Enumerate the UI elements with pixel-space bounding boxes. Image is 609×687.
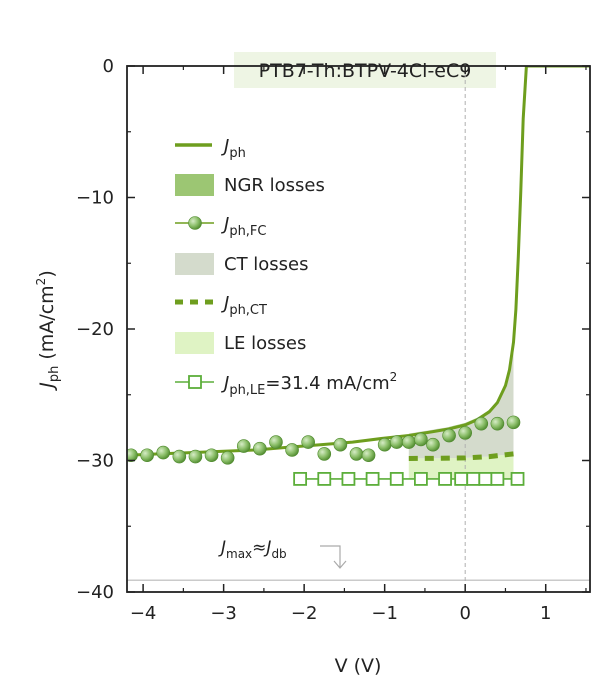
jph-le-marker xyxy=(490,472,505,486)
legend-label-jph: Jph xyxy=(221,136,246,161)
legend-swatch-le-marker xyxy=(188,375,202,389)
y-tick-label: −10 xyxy=(76,188,114,209)
jph-le-marker xyxy=(389,472,404,486)
jph-fc-marker xyxy=(236,439,251,453)
jph-fc-marker xyxy=(220,451,235,465)
chart-title: PTB7-Th:BTPV-4Cl-eC9 xyxy=(259,60,472,82)
y-tick-label: −40 xyxy=(76,582,114,603)
x-tick-label: −3 xyxy=(210,603,237,624)
jmax-annotation: Jmax≈Jdb xyxy=(218,538,347,569)
svg-text:Jmax≈Jdb: Jmax≈Jdb xyxy=(218,538,287,561)
jph-fc-marker xyxy=(377,437,392,452)
legend-item-jph_ct: Jph,CT xyxy=(175,293,267,318)
x-tick-label: −4 xyxy=(130,603,157,624)
legend-label-ct: CT losses xyxy=(224,254,309,275)
jph-fc-marker xyxy=(333,437,348,452)
y-tick-label: 0 xyxy=(103,56,114,77)
legend-label-jph_ct: Jph,CT xyxy=(221,293,267,318)
jph-fc-marker xyxy=(301,435,315,449)
x-axis-label: V (V) xyxy=(335,655,382,677)
jph-le-marker xyxy=(466,472,481,486)
jph-fc-marker xyxy=(188,449,203,464)
jph-fc-marker xyxy=(269,435,283,449)
legend-label-ngr: NGR losses xyxy=(224,175,325,196)
jph-fc-marker xyxy=(402,435,416,449)
jph-fc-marker xyxy=(317,447,332,461)
jph-fc-marker xyxy=(490,416,505,431)
jph-fc-marker xyxy=(253,441,267,456)
jph-le-marker xyxy=(414,472,428,486)
jph-fc-marker xyxy=(204,448,219,463)
legend-swatch-ct xyxy=(175,253,214,275)
jph-ct-line xyxy=(408,451,514,461)
jph-fc-marker xyxy=(127,448,138,463)
jph-fc-marker xyxy=(426,437,440,452)
jph-le-marker xyxy=(510,472,525,486)
x-tick-label: −1 xyxy=(371,603,398,624)
jph-fc-marker xyxy=(156,445,171,460)
legend-item-le: LE losses xyxy=(175,332,306,354)
jph-fc-marker xyxy=(458,426,472,440)
legend-label-le: LE losses xyxy=(224,333,306,354)
legend-item-jph_le: Jph,LE=31.4 mA/cm2 xyxy=(175,370,397,398)
jph-le-marker xyxy=(365,472,380,486)
legend-label-jph_le: Jph,LE=31.4 mA/cm2 xyxy=(221,370,397,398)
legend-item-ct: CT losses xyxy=(175,253,309,275)
jph-fc-marker xyxy=(349,447,364,461)
jph-fc-marker xyxy=(442,428,456,443)
x-tick-label: −2 xyxy=(291,603,318,624)
jph-le-marker xyxy=(317,472,332,486)
y-tick-label: −30 xyxy=(76,451,114,472)
legend-item-ngr: NGR losses xyxy=(175,174,325,196)
jph-fc-marker xyxy=(285,443,299,457)
jph-le-marker xyxy=(293,472,308,486)
legend-swatch-fc-marker xyxy=(188,216,202,230)
title-box: PTB7-Th:BTPV-4Cl-eC9 xyxy=(234,52,496,88)
jph-fc-marker xyxy=(361,448,376,463)
jph-fc-marker xyxy=(389,435,404,449)
jph-fc-marker xyxy=(506,415,521,430)
jph-fc-marker xyxy=(140,448,154,463)
jph-le-marker xyxy=(454,472,469,486)
x-tick-label: 1 xyxy=(540,603,551,624)
legend-item-jph: Jph xyxy=(175,136,246,161)
legend-swatch-ngr xyxy=(175,174,214,196)
jph-fc-marker xyxy=(172,449,187,464)
y-axis-label: Jph (mA/cm2) xyxy=(34,270,62,392)
jph-le-marker xyxy=(341,472,356,486)
legend-swatch-le xyxy=(175,332,214,354)
x-tick-label: 0 xyxy=(459,603,470,624)
ct-loss-area xyxy=(408,340,514,459)
jph-fc-marker xyxy=(474,416,489,431)
jph-le-marker xyxy=(438,472,452,486)
annotation-arrow-icon xyxy=(320,545,347,569)
legend-item-jph_fc: Jph,FC xyxy=(175,214,267,239)
jph-fc-marker xyxy=(414,432,428,447)
legend-label-jph_fc: Jph,FC xyxy=(221,214,267,239)
y-tick-label: −20 xyxy=(76,319,114,340)
jph-le-marker xyxy=(478,472,493,486)
